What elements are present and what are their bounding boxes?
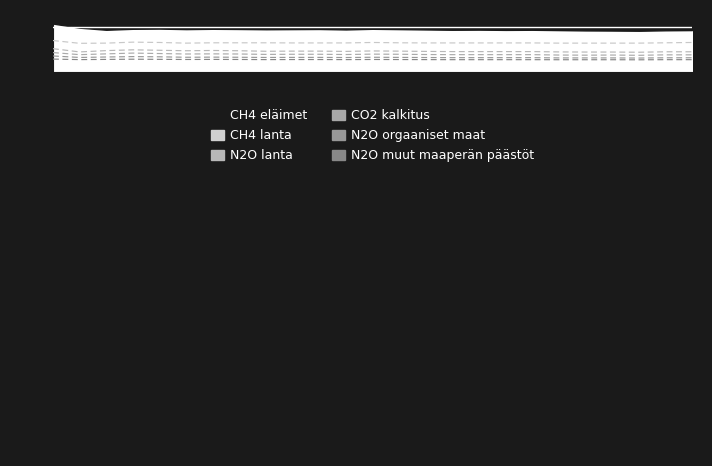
Y-axis label: Mt CO2e: Mt CO2e	[15, 16, 29, 76]
Legend: CH4 eläimet, CH4 lanta, N2O lanta, CO2 kalkitus, N2O orgaaniset maat, N2O muut m: CH4 eläimet, CH4 lanta, N2O lanta, CO2 k…	[206, 104, 539, 167]
